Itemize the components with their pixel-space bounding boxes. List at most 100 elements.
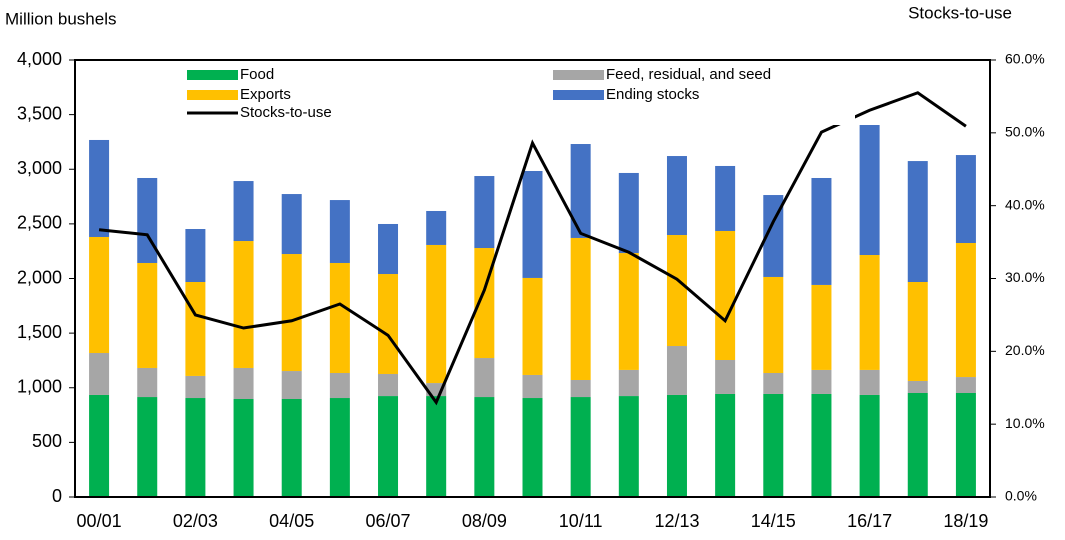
y2-tick-label: 50.0% [1005,124,1045,140]
bar-segment [426,210,447,245]
legend-swatch [187,70,238,80]
x-tick-label: 08/09 [462,511,507,531]
bar-segment [811,369,832,394]
legend-swatch [553,90,604,100]
bar-segment [715,230,736,361]
bar-segment [426,396,447,497]
bar-segment [185,398,206,497]
x-tick-label: 10/11 [559,511,603,531]
y-tick-label: 2,000 [17,267,62,287]
y-tick-label: 500 [32,431,62,451]
bar-segment [618,172,639,254]
bar-segment [329,262,350,374]
bar-segment [570,397,591,497]
x-tick-label: 16/17 [847,511,892,531]
bar-segment [89,353,110,395]
y-tick-label: 1,500 [17,322,62,342]
bar-segment [474,176,495,249]
bar-segment [618,396,639,497]
stocks-to-use-line [98,91,967,406]
bar-segment [907,392,928,497]
bar-segment [666,156,687,236]
bar-segment [715,165,736,231]
bar-segment [715,393,736,497]
bar-segment [955,392,976,497]
bar-segment [137,262,158,368]
legend-swatch [187,90,238,100]
legend-label: Exports [240,86,291,103]
bar-segment [281,254,302,372]
bar-segment [522,277,543,375]
x-tick-label: 18/19 [943,511,988,531]
bar-segment [955,242,976,378]
bar-segment [570,237,591,380]
bar-segment [233,241,254,368]
bar-segment [618,253,639,370]
bar-segment [281,371,302,400]
bar-segment [137,397,158,497]
y-axis-label: Million bushels [5,9,117,28]
bar-segment [811,284,832,370]
bar-segment [185,281,206,376]
y2-axis-label: Stocks-to-use [908,3,1012,22]
bar-segment [329,398,350,497]
bar-segment [763,276,784,374]
y-tick-label: 0 [52,486,62,506]
x-tick-label: 04/05 [269,511,314,531]
y-tick-label: 1,000 [17,377,62,397]
y2-tick-label: 60.0% [1005,51,1045,67]
bar-segment [522,170,543,278]
bar-segment [137,177,158,263]
y-tick-label: 3,500 [17,103,62,123]
bar-segment [955,377,976,393]
y2-tick-label: 10.0% [1005,415,1045,431]
bar-segment [811,177,832,285]
x-tick-label: 12/13 [654,511,699,531]
legend-label: Stocks-to-use [240,104,332,121]
bar-segment [137,367,158,398]
x-tick-label: 14/15 [751,511,796,531]
bar-segment [618,369,639,397]
bar-segment [233,399,254,497]
bar-segment [859,255,880,370]
bar-segment [763,393,784,497]
legend-label: Ending stocks [606,86,699,103]
bar-segment [89,139,110,237]
bar-segment [281,194,302,255]
bar-segment [474,358,495,398]
bar-segment [811,393,832,497]
legend-box [180,63,855,125]
bar-segment [522,374,543,399]
bar-segment [859,125,880,256]
bar-segment [955,155,976,243]
legend-label: Feed, residual, and seed [606,66,771,83]
bar-segment [666,346,687,395]
bar-segment [763,373,784,394]
plot-frame [74,59,991,498]
y-tick-label: 2,500 [17,213,62,233]
y2-tick-label: 40.0% [1005,196,1045,212]
bar-segment [329,200,350,263]
y2-tick-label: 30.0% [1005,269,1045,285]
bar-segment [907,281,928,381]
bar-segment [715,360,736,394]
bar-segment [89,236,110,354]
bar-segment [185,229,206,282]
y-tick-label: 4,000 [17,49,62,69]
bar-segment [426,244,447,384]
bar-segment [474,397,495,497]
bar-segment [666,394,687,497]
bar-segment [859,369,880,395]
bar-segment [378,373,399,397]
y-tick-label: 3,000 [17,158,62,178]
x-tick-label: 02/03 [173,511,218,531]
bar-segment [281,399,302,497]
bar-segment [570,379,591,398]
bar-segment [233,181,254,242]
y2-tick-label: 0.0% [1005,488,1037,504]
bar-segment [329,373,350,399]
legend-swatch [553,70,604,80]
bar-segment [378,274,399,374]
bar-segment [570,144,591,238]
